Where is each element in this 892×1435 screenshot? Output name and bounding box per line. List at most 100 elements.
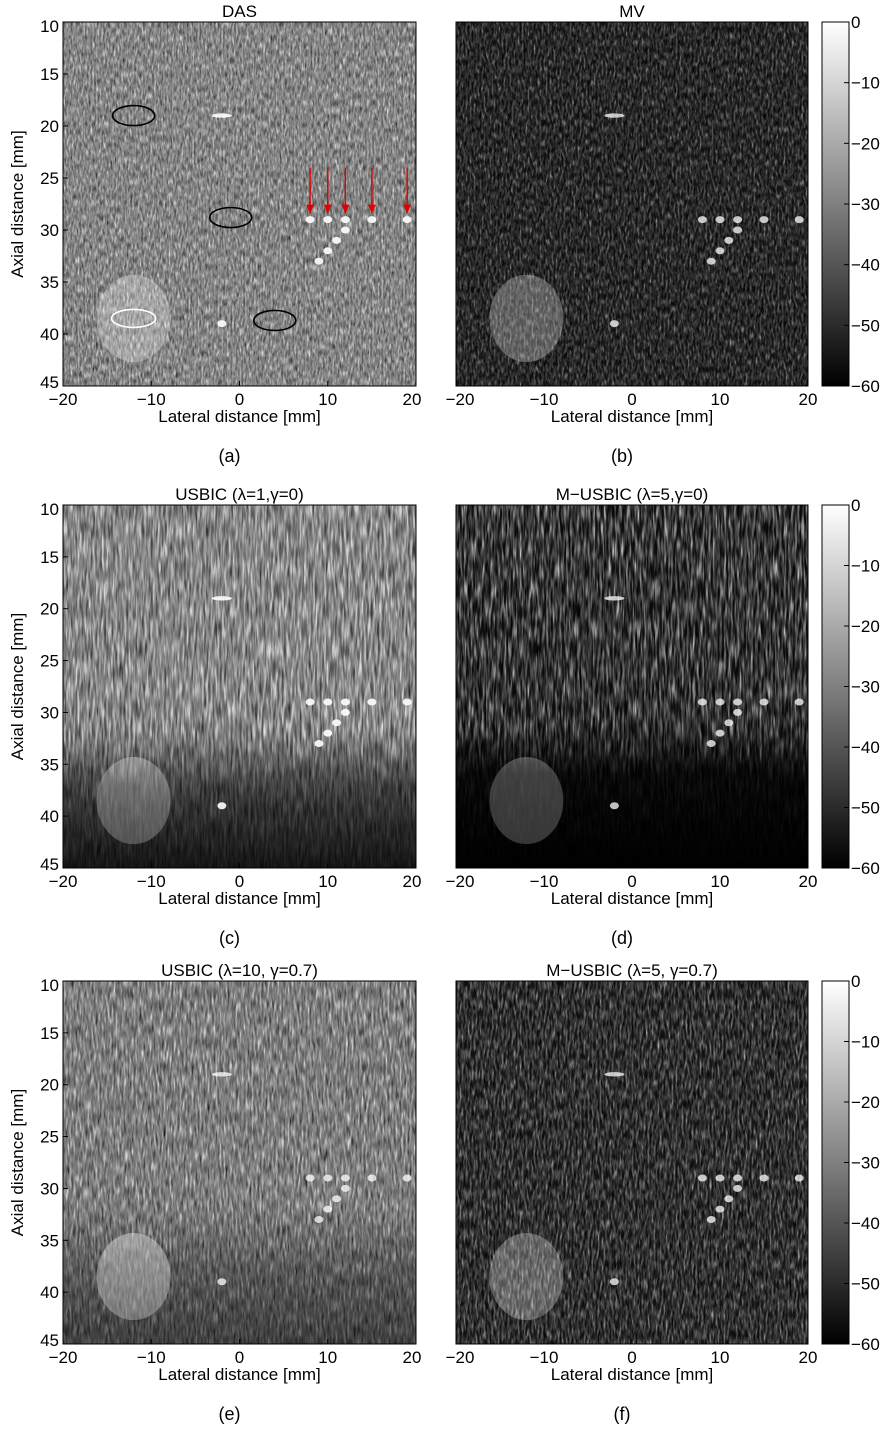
colorbar-tick-label: −50: [851, 799, 880, 818]
point-target: [211, 113, 232, 118]
panel-e: USBIC (λ=10, γ=0.7) −20 −10 0 10 20 Lateral di…: [8, 961, 421, 1424]
x-tick-label: 10: [318, 872, 337, 891]
y-tick-label: 40: [40, 1283, 59, 1302]
subfigure-label: (b): [611, 446, 633, 466]
colorbar-tick-label: −30: [851, 678, 880, 697]
red-arrow-head: [341, 204, 350, 214]
point-target: [733, 226, 743, 234]
colorbar-tick-label: −40: [851, 1214, 880, 1233]
x-axis-label: Lateral distance [mm]: [551, 1365, 714, 1384]
x-tick-label: −10: [530, 1348, 559, 1367]
point-target: [604, 113, 625, 118]
y-tick-label: 30: [40, 221, 59, 240]
x-tick-label: 20: [403, 1348, 422, 1367]
y-tick-label: 10: [40, 976, 59, 995]
x-tick-label: 20: [403, 872, 422, 891]
y-tick-label: 25: [40, 652, 59, 671]
dark-depth-region: [63, 505, 416, 868]
colorbar-tick-label: −20: [851, 1093, 880, 1112]
point-target: [332, 1195, 342, 1203]
x-tick-label: −20: [49, 390, 78, 409]
point-target: [314, 257, 324, 265]
y-tick-label: 25: [40, 169, 59, 188]
y-tick-label: 25: [40, 1128, 59, 1147]
point-target: [323, 247, 333, 255]
point-target: [794, 1174, 804, 1182]
y-tick-label: 10: [40, 500, 59, 519]
x-tick-label: 0: [627, 1348, 636, 1367]
point-target: [609, 1278, 619, 1286]
y-tick-label: 30: [40, 703, 59, 722]
point-target: [604, 596, 625, 601]
y-tick-label: 20: [40, 1076, 59, 1095]
panel-c: USBIC (λ=1,γ=0) −20 −10 0 10 20 Lateral distan…: [8, 485, 421, 948]
point-target: [609, 320, 619, 328]
colorbar-tick-label: 0: [851, 13, 860, 32]
point-target: [323, 729, 333, 737]
dark-depth-region: [456, 505, 808, 868]
colorbar-tick-label: −10: [851, 74, 880, 93]
colorbar-tick-label: −30: [851, 1154, 880, 1173]
colorbar-tick-label: −50: [851, 316, 880, 335]
point-target: [323, 698, 333, 706]
point-target: [697, 698, 707, 706]
cyst-region-overlay: [96, 1233, 171, 1321]
point-target: [733, 708, 743, 716]
point-target: [724, 1195, 734, 1203]
point-target: [211, 1072, 232, 1077]
colorbar-tick-label: −60: [851, 859, 880, 878]
x-tick-label: 20: [799, 872, 818, 891]
x-tick-label: −20: [49, 1348, 78, 1367]
y-tick-label: 40: [40, 807, 59, 826]
x-tick-label: 20: [799, 1348, 818, 1367]
point-target: [733, 698, 743, 706]
point-target: [305, 698, 315, 706]
point-target: [305, 1174, 315, 1182]
x-tick-label: −20: [49, 872, 78, 891]
point-target: [715, 1205, 725, 1213]
y-tick-label: 45: [40, 1331, 59, 1350]
y-axis-label: Axial distance [mm]: [8, 130, 27, 277]
colorbar-tick-label: 0: [851, 972, 860, 991]
cyst-region: [489, 1233, 564, 1321]
point-target: [332, 236, 342, 244]
point-target: [314, 740, 324, 748]
colorbar-tick-label: −10: [851, 1033, 880, 1052]
point-target: [759, 1174, 769, 1182]
y-tick-label: 45: [40, 855, 59, 874]
x-tick-label: 10: [711, 390, 730, 409]
point-target: [332, 719, 342, 727]
x-tick-label: 0: [235, 1348, 244, 1367]
panel-d: M−USBIC (λ=5,γ=0) −20 −10 0 10 20 Lateral dist…: [446, 485, 880, 948]
panel-f: M−USBIC (λ=5, γ=0.7) −20 −10 0 10 20 Lateral d…: [446, 961, 880, 1424]
y-tick-label: 15: [40, 65, 59, 84]
roi-ellipse: [111, 104, 156, 127]
x-tick-label: −10: [137, 1348, 166, 1367]
point-target: [715, 698, 725, 706]
point-target: [724, 719, 734, 727]
point-target: [759, 216, 769, 224]
subfigure-label: (e): [219, 1404, 241, 1424]
colorbar-tick-label: −40: [851, 738, 880, 757]
x-tick-label: −10: [137, 390, 166, 409]
panel-title: MV: [619, 2, 645, 21]
point-target: [733, 216, 743, 224]
colorbar-tick-label: −20: [851, 617, 880, 636]
dark-depth-region: [63, 981, 416, 1344]
colorbar-tick-label: −60: [851, 377, 880, 396]
cyst-region-overlay: [489, 757, 564, 845]
roi-ellipse: [252, 309, 297, 332]
red-arrow-head: [403, 204, 412, 214]
x-axis-label: Lateral distance [mm]: [158, 889, 321, 908]
y-tick-label: 20: [40, 600, 59, 619]
y-tick-label: 40: [40, 325, 59, 344]
point-target: [697, 1174, 707, 1182]
colorbar-tick-label: −10: [851, 557, 880, 576]
x-tick-label: 0: [627, 390, 636, 409]
panel-b: MV −20 −10 0 10 20 Lateral distance [mm] (b) 0 −1…: [446, 2, 880, 466]
y-tick-label: 35: [40, 1231, 59, 1250]
y-axis-label: Axial distance [mm]: [8, 613, 27, 760]
panel-title: M−USBIC (λ=5,γ=0): [556, 485, 709, 504]
subfigure-label: (c): [219, 928, 240, 948]
